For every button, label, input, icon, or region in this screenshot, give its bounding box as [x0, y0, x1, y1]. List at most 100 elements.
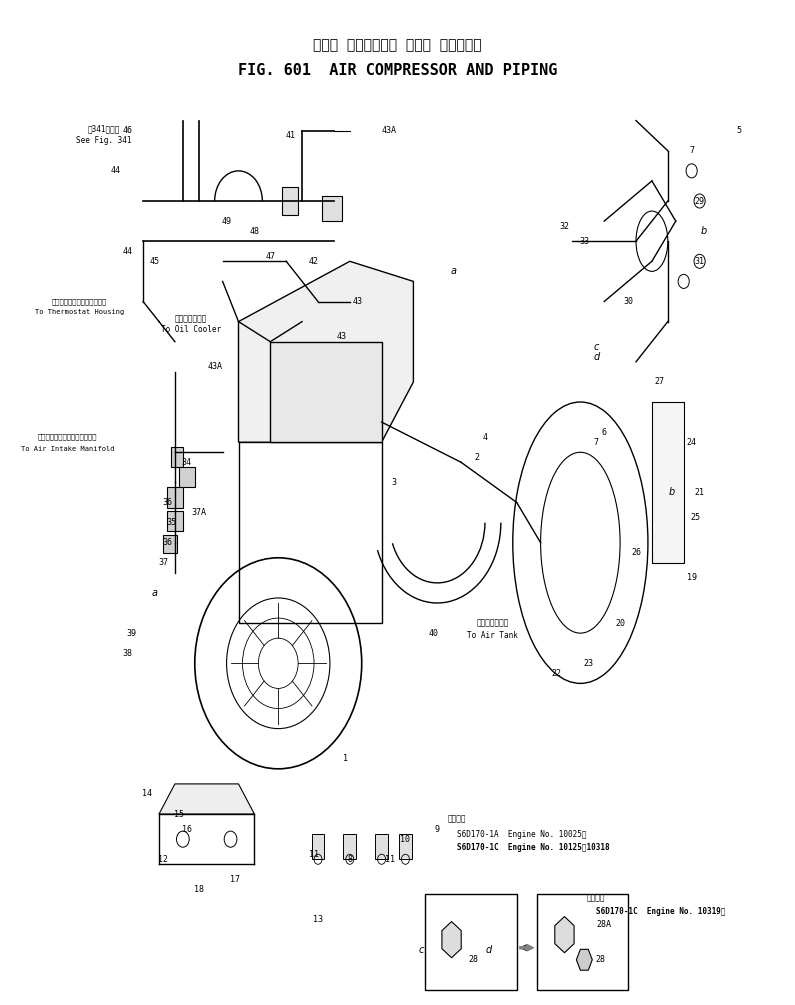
Text: c: c [419, 945, 424, 955]
Bar [282, 187, 298, 215]
Text: 28: 28 [468, 956, 478, 964]
Text: 6: 6 [602, 428, 607, 436]
Text: 16: 16 [182, 825, 192, 833]
Text: 40: 40 [429, 629, 438, 637]
Text: 12: 12 [158, 855, 168, 863]
Text: 27: 27 [655, 378, 665, 386]
Text: 39: 39 [126, 629, 136, 637]
Text: オイルクーラへ: オイルクーラへ [175, 315, 207, 323]
Text: 18: 18 [194, 885, 204, 893]
Text: 11: 11 [385, 855, 394, 863]
Text: 21: 21 [695, 488, 704, 496]
Text: 1: 1 [343, 755, 348, 763]
Text: 8: 8 [347, 855, 352, 863]
Polygon shape [555, 917, 574, 953]
Text: To Thermostat Housing: To Thermostat Housing [35, 309, 124, 315]
Bar [537, 894, 628, 990]
Bar [167, 511, 183, 531]
Text: 47: 47 [266, 252, 275, 260]
Text: 36: 36 [162, 539, 172, 547]
Text: 20: 20 [615, 619, 625, 627]
Text: S6D170-1A  Engine No. 10025－: S6D170-1A Engine No. 10025－ [457, 830, 587, 838]
Text: 適用号機: 適用号機 [448, 815, 467, 823]
Text: 44: 44 [111, 167, 120, 175]
Text: To Air Tank: To Air Tank [467, 631, 518, 639]
Text: To Oil Cooler: To Oil Cooler [161, 326, 221, 334]
Text: 43A: 43A [207, 363, 222, 371]
Text: a: a [450, 266, 456, 276]
Text: 49: 49 [222, 217, 231, 225]
Text: b: b [669, 487, 675, 497]
Text: 35: 35 [166, 519, 176, 527]
Text: 48: 48 [250, 227, 259, 235]
Text: 5: 5 [737, 127, 742, 135]
Text: 46: 46 [122, 127, 132, 135]
Text: S6D170-1C  Engine No. 10319～: S6D170-1C Engine No. 10319～ [596, 908, 726, 916]
Text: 23: 23 [584, 659, 593, 667]
Bar [171, 447, 183, 467]
Bar [270, 342, 382, 442]
Text: 11: 11 [309, 850, 319, 858]
Text: 26: 26 [631, 549, 641, 557]
Text: 44: 44 [122, 247, 132, 255]
Text: 43: 43 [353, 297, 363, 306]
Text: To Air Intake Manifold: To Air Intake Manifold [21, 446, 114, 452]
Text: 第341図参照: 第341図参照 [87, 125, 119, 133]
Text: 45: 45 [150, 257, 160, 265]
Text: 34: 34 [182, 458, 192, 466]
Text: d: d [593, 352, 599, 362]
Text: 3: 3 [391, 478, 396, 486]
Bar [343, 834, 356, 859]
Text: 28: 28 [595, 956, 605, 964]
Text: 2: 2 [475, 453, 479, 461]
Text: See Fig. 341: See Fig. 341 [76, 137, 131, 145]
Text: 19: 19 [687, 574, 696, 582]
Polygon shape [238, 261, 413, 442]
Text: 32: 32 [560, 222, 569, 230]
Text: 42: 42 [309, 257, 319, 265]
Text: 43: 43 [337, 333, 347, 341]
Polygon shape [442, 922, 461, 958]
Text: 13: 13 [313, 916, 323, 924]
Text: d: d [486, 945, 492, 955]
Text: 14: 14 [142, 790, 152, 798]
Text: 7: 7 [689, 147, 694, 155]
Text: 41: 41 [285, 132, 295, 140]
Text: 30: 30 [623, 297, 633, 306]
Text: 適用号機: 適用号機 [587, 893, 606, 901]
Bar [375, 834, 388, 859]
Text: a: a [152, 588, 158, 598]
Text: 24: 24 [687, 438, 696, 446]
Text: 25: 25 [691, 514, 700, 522]
Bar [652, 402, 684, 563]
Text: 38: 38 [122, 649, 132, 657]
Text: 31: 31 [695, 257, 704, 265]
Polygon shape [576, 950, 592, 970]
Bar [322, 196, 342, 221]
Bar [238, 442, 382, 623]
Text: 28A: 28A [597, 921, 611, 929]
Text: 10: 10 [401, 835, 410, 843]
Text: エアータンクへ: エアータンクへ [477, 619, 509, 627]
Bar [312, 834, 324, 859]
Text: 37A: 37A [192, 509, 206, 517]
Text: 29: 29 [695, 197, 704, 205]
Text: c: c [594, 342, 599, 352]
Text: FIG. 601  AIR COMPRESSOR AND PIPING: FIG. 601 AIR COMPRESSOR AND PIPING [238, 63, 557, 77]
Text: 37: 37 [158, 559, 168, 567]
Bar [425, 894, 517, 990]
Text: b: b [700, 226, 707, 236]
Text: 7: 7 [594, 438, 599, 446]
Text: サーモスタットハウジングへ: サーモスタットハウジングへ [52, 298, 107, 305]
Text: 43A: 43A [382, 127, 397, 135]
Bar [179, 467, 195, 487]
Text: 9: 9 [435, 825, 440, 833]
Bar [167, 487, 183, 508]
Text: S6D170-1C  Engine No. 10125－10318: S6D170-1C Engine No. 10125－10318 [457, 843, 610, 851]
Text: 17: 17 [230, 875, 239, 883]
Text: 22: 22 [552, 669, 561, 677]
Text: 36: 36 [162, 498, 172, 507]
Text: エアーインデクマニホールドへ: エアーインデクマニホールドへ [38, 434, 97, 440]
Polygon shape [159, 784, 254, 814]
Text: 4: 4 [483, 433, 487, 441]
